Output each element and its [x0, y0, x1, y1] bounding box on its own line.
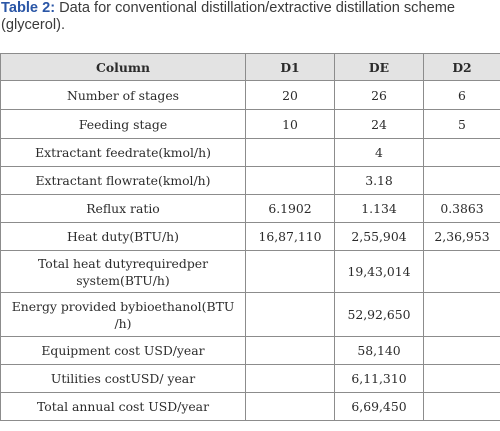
row-label: Feeding stage	[0, 109, 246, 139]
cell-de: 26	[334, 80, 424, 110]
table-row: Extractant flowrate(kmol/h) 3.18	[0, 166, 500, 195]
cell-d1	[245, 138, 335, 167]
cell-d2	[423, 392, 500, 421]
header-d1: D1	[245, 53, 335, 81]
table-row: Extractant feedrate(kmol/h) 4	[0, 138, 500, 167]
table-row: Equipment cost USD/year 58,140	[0, 336, 500, 365]
cell-d2: 5	[423, 109, 500, 139]
cell-d1: 10	[245, 109, 335, 139]
data-table: Column D1 DE D2 Number of stages 20 26 6…	[0, 53, 500, 421]
cell-d1	[245, 166, 335, 195]
cell-d2	[423, 292, 500, 337]
row-label: Heat duty(BTU/h)	[0, 222, 246, 251]
row-label: Utilities costUSD/ year	[0, 364, 246, 393]
header-column: Column	[0, 53, 246, 81]
table-row: Utilities costUSD/ year 6,11,310	[0, 364, 500, 393]
cell-d2: 2,36,953	[423, 222, 500, 251]
row-label: Extractant feedrate(kmol/h)	[0, 138, 246, 167]
row-label: Extractant flowrate(kmol/h)	[0, 166, 246, 195]
table-row: Number of stages 20 26 6	[0, 80, 500, 110]
cell-de: 6,11,310	[334, 364, 424, 393]
table-row: Total annual cost USD/year 6,69,450	[0, 392, 500, 421]
cell-d2	[423, 336, 500, 365]
cell-de: 6,69,450	[334, 392, 424, 421]
row-label: Equipment cost USD/year	[0, 336, 246, 365]
row-label: Total annual cost USD/year	[0, 392, 246, 421]
table-row: Feeding stage 10 24 5	[0, 109, 500, 139]
cell-de: 52,92,650	[334, 292, 424, 337]
cell-de: 19,43,014	[334, 250, 424, 293]
cell-d1: 6.1902	[245, 194, 335, 223]
cell-d1	[245, 364, 335, 393]
table-caption: Table 2: Data for conventional distillat…	[1, 0, 499, 34]
cell-de: 2,55,904	[334, 222, 424, 251]
cell-de: 3.18	[334, 166, 424, 195]
row-label: Reflux ratio	[0, 194, 246, 223]
caption-label: Table 2:	[1, 0, 56, 16]
cell-d2: 6	[423, 80, 500, 110]
cell-de: 58,140	[334, 336, 424, 365]
header-de: DE	[334, 53, 424, 81]
row-label: Energy provided bybioethanol(BTU /h)	[0, 292, 246, 337]
header-d2: D2	[423, 53, 500, 81]
cell-d1	[245, 392, 335, 421]
table-row: Reflux ratio 6.1902 1.134 0.3863	[0, 194, 500, 223]
cell-d1	[245, 250, 335, 293]
cell-d1	[245, 292, 335, 337]
header-row: Column D1 DE D2	[0, 53, 500, 81]
cell-d1: 16,87,110	[245, 222, 335, 251]
table-row: Total heat dutyrequiredper system(BTU/h)…	[0, 250, 500, 293]
cell-d2	[423, 166, 500, 195]
table-row: Energy provided bybioethanol(BTU /h) 52,…	[0, 292, 500, 337]
cell-d1	[245, 336, 335, 365]
row-label: Number of stages	[0, 80, 246, 110]
row-label: Total heat dutyrequiredper system(BTU/h)	[0, 250, 246, 293]
cell-d2: 0.3863	[423, 194, 500, 223]
cell-d2	[423, 250, 500, 293]
cell-de: 4	[334, 138, 424, 167]
caption-text: Data for conventional distillation/extra…	[1, 0, 455, 33]
cell-de: 1.134	[334, 194, 424, 223]
cell-d2	[423, 138, 500, 167]
cell-d1: 20	[245, 80, 335, 110]
cell-de: 24	[334, 109, 424, 139]
cell-d2	[423, 364, 500, 393]
table-row: Heat duty(BTU/h) 16,87,110 2,55,904 2,36…	[0, 222, 500, 251]
